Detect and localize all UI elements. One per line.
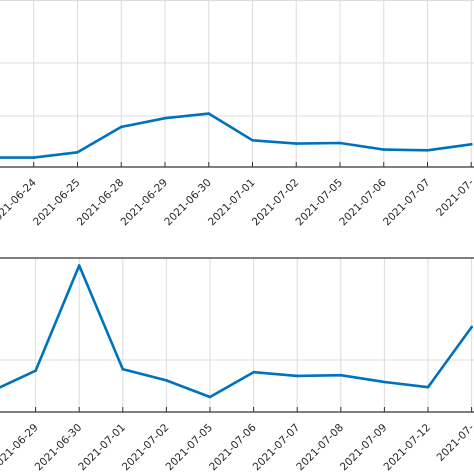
data-point	[120, 125, 123, 129]
x-tick-label: 2021-07-	[435, 421, 474, 463]
data-point	[163, 116, 167, 120]
data-point	[165, 379, 168, 382]
data-point	[426, 385, 430, 389]
data-point	[76, 151, 79, 154]
data-point	[470, 143, 473, 146]
x-tick-label: 2021-07-07	[381, 177, 433, 229]
bottom-line-chart: 2021-06-292021-06-302021-07-012021-07-02…	[0, 257, 474, 474]
data-point	[252, 370, 255, 374]
data-point	[295, 142, 298, 145]
data-point	[382, 148, 386, 151]
data-point	[426, 149, 429, 152]
data-point	[295, 374, 299, 378]
x-tick-label: 2021-07-	[434, 176, 474, 218]
data-point	[251, 139, 254, 142]
data-point	[339, 373, 343, 377]
top-line-chart: 2021-06-242021-06-252021-06-282021-06-29…	[0, 0, 474, 228]
x-tick-label: 2021-07-12	[381, 422, 433, 474]
data-point	[32, 156, 36, 159]
data-point	[77, 264, 81, 267]
data-point	[383, 380, 386, 384]
data-point	[207, 112, 211, 115]
data-point	[338, 141, 342, 145]
data-point	[208, 395, 212, 399]
series-line	[0, 264, 473, 399]
data-point	[470, 325, 473, 329]
data-point	[34, 369, 37, 373]
series-line	[0, 112, 473, 159]
data-point	[121, 367, 125, 371]
